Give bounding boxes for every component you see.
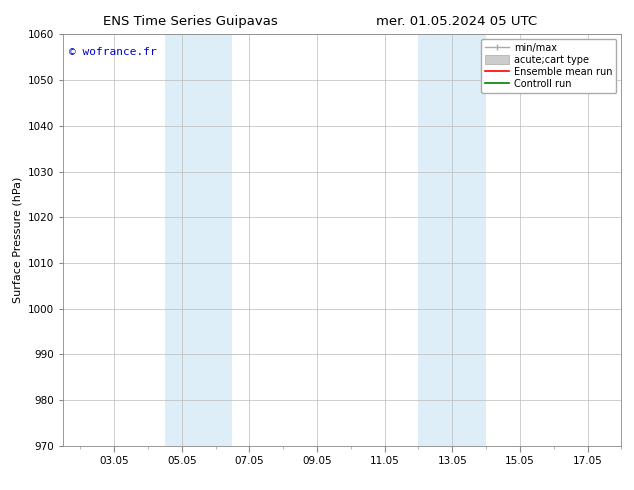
Bar [418,34,486,446]
Bar [165,34,233,446]
Legend: min/max, acute;cart type, Ensemble mean run, Controll run: min/max, acute;cart type, Ensemble mean … [481,39,616,93]
Y-axis label: Surface Pressure (hPa): Surface Pressure (hPa) [13,177,23,303]
Text: ENS Time Series Guipavas: ENS Time Series Guipavas [103,15,278,28]
Text: mer. 01.05.2024 05 UTC: mer. 01.05.2024 05 UTC [376,15,537,28]
Text: © wofrance.fr: © wofrance.fr [69,47,157,57]
